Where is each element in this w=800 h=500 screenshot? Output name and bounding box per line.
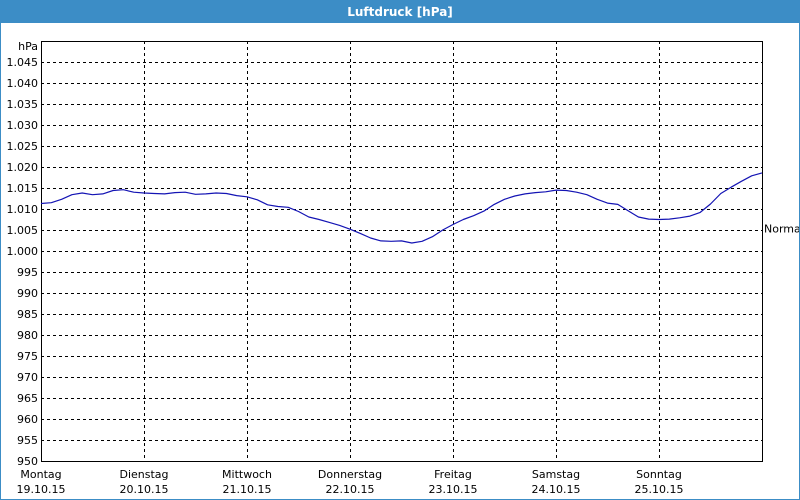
x-tick-date: 21.10.15	[223, 483, 272, 496]
x-tick-day: Mittwoch	[222, 468, 272, 481]
data-series	[40, 172, 763, 244]
y-tick-label: 995	[17, 266, 38, 279]
y-tick-label: 1.030	[7, 119, 39, 132]
plot-frame	[41, 41, 763, 462]
y-axis-unit: hPa	[18, 40, 38, 53]
y-tick-label: 1.010	[7, 203, 39, 216]
y-tick-label: 965	[17, 392, 38, 405]
pressure-chart: Normal 950 955 960 965 970 975 980 985 990 995 1.0…	[7, 40, 800, 496]
y-tick-label: 950	[17, 455, 38, 468]
y-tick-label: 1.020	[7, 161, 39, 174]
x-tick-date: 22.10.15	[326, 483, 375, 496]
x-tick-labels: Montag 19.10.15 Dienstag 20.10.15 Mittwoch 21…	[17, 468, 684, 496]
pressure-series-line	[40, 172, 763, 244]
axes: Normal	[41, 41, 799, 462]
y-tick-label: 1.005	[7, 224, 39, 237]
x-tick-day: Donnerstag	[318, 468, 382, 481]
x-tick-date: 20.10.15	[120, 483, 169, 496]
x-tick-day: Samstag	[532, 468, 580, 481]
y-tick-label: 1.025	[7, 140, 39, 153]
x-tick-date: 23.10.15	[429, 483, 478, 496]
x-tick-date: 24.10.15	[532, 483, 581, 496]
grid-lines	[41, 41, 762, 461]
x-tick-day: Sonntag	[636, 468, 682, 481]
y-tick-label: 1.045	[7, 56, 39, 69]
y-tick-label: 1.040	[7, 77, 39, 90]
window-title: Luftdruck [hPa]	[1, 1, 799, 23]
y-tick-label: 970	[17, 371, 38, 384]
y-tick-label: 1.015	[7, 182, 39, 195]
x-tick-day: Dienstag	[119, 468, 168, 481]
y-tick-label: 1.035	[7, 98, 39, 111]
y-tick-label: 990	[17, 287, 38, 300]
x-tick-day: Freitag	[434, 468, 472, 481]
y-tick-label: 985	[17, 308, 38, 321]
x-tick-date: 19.10.15	[17, 483, 66, 496]
y-tick-label: 960	[17, 413, 38, 426]
y-tick-label: 975	[17, 350, 38, 363]
y-tick-label: 980	[17, 329, 38, 342]
y-tick-labels: 950 955 960 965 970 975 980 985 990 995 1.000 1.005…	[7, 40, 39, 468]
x-tick-date: 25.10.15	[635, 483, 684, 496]
y-tick-label: 955	[17, 434, 38, 447]
x-tick-day: Montag	[20, 468, 61, 481]
normal-reference-label: Normal	[764, 223, 799, 236]
y-tick-label: 1.000	[7, 245, 39, 258]
